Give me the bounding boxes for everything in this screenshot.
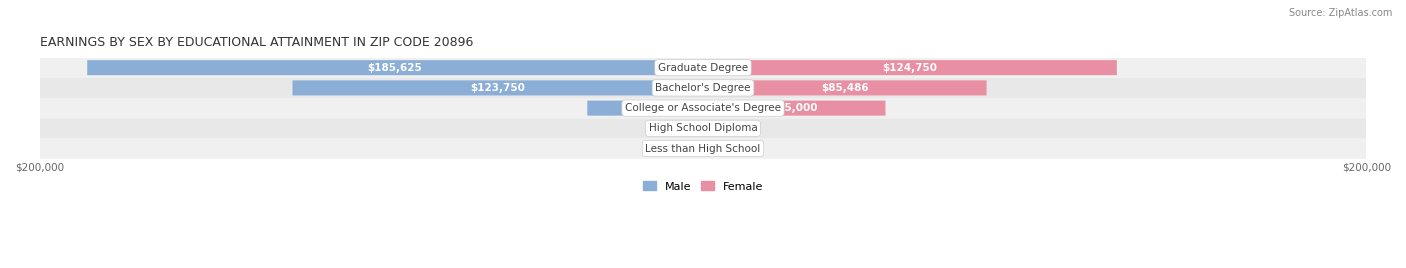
Text: $185,625: $185,625 (368, 63, 422, 73)
FancyBboxPatch shape (39, 78, 1367, 98)
FancyBboxPatch shape (39, 98, 1367, 118)
FancyBboxPatch shape (703, 141, 730, 156)
FancyBboxPatch shape (39, 139, 1367, 159)
FancyBboxPatch shape (292, 80, 703, 95)
FancyBboxPatch shape (39, 118, 1367, 139)
FancyBboxPatch shape (87, 60, 703, 75)
FancyBboxPatch shape (703, 60, 1116, 75)
Legend: Male, Female: Male, Female (643, 181, 763, 192)
FancyBboxPatch shape (703, 121, 730, 136)
Text: $0: $0 (742, 123, 756, 133)
Text: $55,000: $55,000 (770, 103, 818, 113)
Text: High School Diploma: High School Diploma (648, 123, 758, 133)
FancyBboxPatch shape (39, 58, 1367, 78)
Text: Bachelor's Degree: Bachelor's Degree (655, 83, 751, 93)
FancyBboxPatch shape (703, 100, 886, 116)
Text: $0: $0 (742, 144, 756, 154)
Text: $0: $0 (650, 144, 664, 154)
FancyBboxPatch shape (676, 141, 703, 156)
Text: Graduate Degree: Graduate Degree (658, 63, 748, 73)
Text: Source: ZipAtlas.com: Source: ZipAtlas.com (1288, 8, 1392, 18)
Text: $34,875: $34,875 (621, 103, 669, 113)
Text: Less than High School: Less than High School (645, 144, 761, 154)
FancyBboxPatch shape (588, 100, 703, 116)
Text: College or Associate's Degree: College or Associate's Degree (626, 103, 780, 113)
FancyBboxPatch shape (676, 121, 703, 136)
FancyBboxPatch shape (703, 80, 987, 95)
Text: EARNINGS BY SEX BY EDUCATIONAL ATTAINMENT IN ZIP CODE 20896: EARNINGS BY SEX BY EDUCATIONAL ATTAINMEN… (39, 36, 472, 49)
Text: $123,750: $123,750 (471, 83, 526, 93)
Text: $0: $0 (650, 123, 664, 133)
Text: $85,486: $85,486 (821, 83, 869, 93)
Text: $124,750: $124,750 (883, 63, 938, 73)
